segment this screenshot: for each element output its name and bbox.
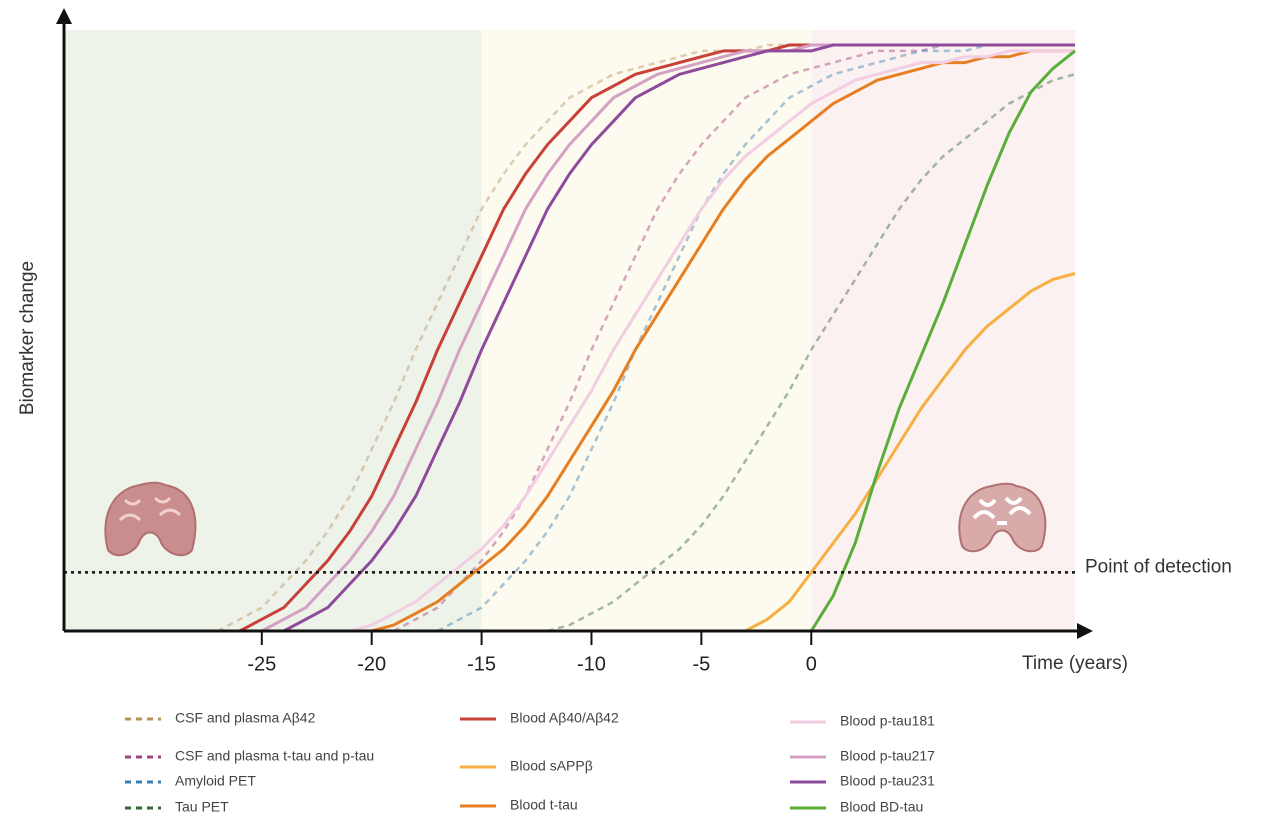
legend-label: Blood p-tau181: [840, 713, 935, 729]
x-axis-label: Time (years): [1022, 653, 1128, 674]
legend-label: Blood Aβ40/Aβ42: [510, 710, 619, 726]
legend-label: Tau PET: [175, 799, 229, 815]
y-axis-arrow: [56, 8, 72, 24]
x-tick-label: -15: [467, 653, 496, 675]
legend-label: Blood BD-tau: [840, 799, 923, 815]
legend-label: Blood p-tau217: [840, 748, 935, 764]
legend-label: Blood sAPPβ: [510, 758, 593, 774]
x-tick-label: -10: [577, 653, 606, 675]
legend-label: Blood p-tau231: [840, 773, 935, 789]
x-tick-label: -25: [247, 653, 276, 675]
y-axis-label: Biomarker change: [17, 261, 38, 415]
x-tick-label: -5: [692, 653, 710, 675]
x-tick-label: 0: [806, 653, 817, 675]
chart: Biomarker change Time (years) -25 -20 -15 -…: [0, 0, 1265, 820]
legend-label: CSF and plasma t-tau and p-tau: [175, 748, 374, 764]
legend-label: CSF and plasma Aβ42: [175, 710, 316, 726]
legend-label: Amyloid PET: [175, 773, 256, 789]
x-axis-arrow: [1077, 623, 1093, 639]
x-tick-label: -20: [357, 653, 386, 675]
legend-label: Blood t-tau: [510, 797, 578, 813]
detection-label: Point of detection: [1085, 556, 1232, 577]
